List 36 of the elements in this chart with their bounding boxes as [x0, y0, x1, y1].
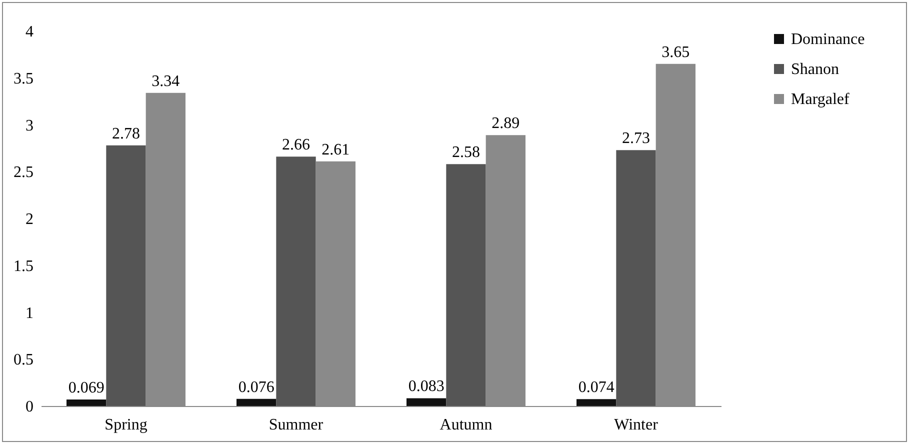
y-tick-label: 4 [26, 24, 34, 40]
legend-label: Margalef [791, 91, 850, 108]
legend-label: Dominance [791, 31, 865, 48]
data-label: 2.89 [492, 115, 520, 132]
bar [276, 156, 316, 406]
y-tick-label: 3 [26, 117, 34, 134]
y-tick-label: 1 [26, 304, 34, 322]
y-tick-label: 0 [26, 398, 34, 416]
data-label: 0.069 [68, 380, 104, 397]
legend-label: Shanon [791, 61, 839, 78]
data-label: 2.58 [452, 144, 480, 162]
y-tick-label: 1.5 [14, 258, 34, 275]
y-tick-label: 2 [26, 211, 34, 228]
data-label: 3.65 [662, 44, 690, 61]
data-label: 2.78 [112, 125, 140, 142]
bar [106, 145, 146, 406]
bar [576, 399, 616, 406]
y-tick-label: 0.5 [14, 352, 34, 369]
bar [406, 398, 446, 406]
data-label: 3.34 [152, 72, 180, 90]
x-tick-label: Winter [614, 416, 659, 434]
x-tick-label: Summer [268, 416, 324, 434]
data-label: 0.083 [408, 378, 444, 396]
x-tick-label: Spring [104, 416, 148, 434]
y-tick-label: 2.5 [14, 164, 34, 182]
data-label: 2.61 [322, 141, 350, 158]
data-label: 0.074 [578, 379, 614, 396]
bar [446, 164, 486, 406]
bar [616, 150, 656, 406]
x-tick-label: Autumn [440, 416, 492, 434]
data-label: 0.076 [238, 378, 274, 396]
data-label: 2.73 [622, 130, 650, 148]
bar [66, 400, 106, 406]
data-label: 2.66 [282, 136, 310, 154]
y-tick-label: 3.5 [14, 70, 34, 88]
bar [236, 398, 276, 406]
